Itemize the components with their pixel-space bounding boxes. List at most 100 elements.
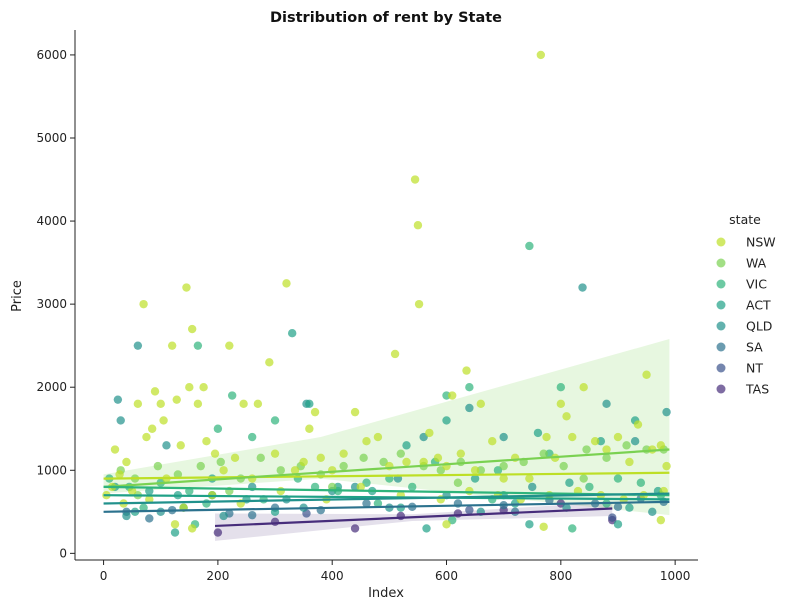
y-tick-label: 6000 xyxy=(36,48,67,62)
data-point xyxy=(193,399,203,409)
plot-area xyxy=(102,50,671,541)
data-point xyxy=(373,432,383,442)
legend-label-qld: QLD xyxy=(746,319,772,334)
data-point xyxy=(448,391,457,400)
data-point xyxy=(622,441,631,450)
data-point xyxy=(470,466,480,475)
data-point xyxy=(582,445,591,454)
data-point xyxy=(239,399,248,409)
data-point xyxy=(436,495,445,504)
data-point xyxy=(116,416,125,425)
data-point xyxy=(402,457,411,467)
data-point xyxy=(579,474,588,483)
data-point xyxy=(210,449,220,458)
data-point xyxy=(216,457,225,467)
data-point xyxy=(579,383,588,392)
data-point xyxy=(270,517,280,526)
data-point xyxy=(465,486,474,496)
data-point xyxy=(145,486,154,496)
data-point xyxy=(539,449,548,458)
data-point xyxy=(127,486,137,496)
series-wa xyxy=(116,441,668,500)
data-point xyxy=(456,457,466,467)
x-axis: 0 200 400 600 800 1000 xyxy=(75,559,698,583)
y-tick-label: 5000 xyxy=(36,131,67,145)
data-point xyxy=(110,445,120,454)
data-point xyxy=(556,399,566,409)
legend-marker-qld xyxy=(716,321,726,331)
data-point xyxy=(642,370,651,379)
data-point xyxy=(139,503,148,512)
data-point xyxy=(185,383,194,392)
data-point xyxy=(227,391,237,400)
legend-marker-vic xyxy=(716,279,726,289)
data-point xyxy=(373,499,383,508)
data-point xyxy=(173,470,183,479)
data-point xyxy=(525,241,534,251)
data-point xyxy=(147,424,157,433)
data-point xyxy=(608,513,617,522)
y-axis: 0 1000 2000 3000 4000 5000 6000 xyxy=(36,30,76,560)
chart-title: Distribution of rent by State xyxy=(270,10,502,26)
data-point xyxy=(113,395,123,404)
data-point xyxy=(625,503,634,512)
data-point xyxy=(162,441,171,450)
data-point xyxy=(578,283,587,292)
data-point xyxy=(465,505,474,515)
data-point xyxy=(410,175,420,184)
legend-label-sa: SA xyxy=(746,340,763,355)
confidence-band-wa xyxy=(103,339,670,516)
data-point xyxy=(362,499,371,508)
data-point xyxy=(199,383,208,392)
data-point xyxy=(559,461,568,471)
data-point xyxy=(282,279,291,288)
data-point xyxy=(122,511,131,521)
legend-marker-nt xyxy=(716,363,726,373)
data-point xyxy=(536,50,546,60)
data-point xyxy=(488,437,497,446)
data-point xyxy=(602,453,611,463)
data-point xyxy=(633,420,643,429)
x-axis-label: Index xyxy=(368,586,404,601)
data-point xyxy=(402,441,411,450)
trend-line-vic xyxy=(103,485,670,497)
data-point xyxy=(499,474,508,483)
data-point xyxy=(602,445,611,454)
x-tick-label: 0 xyxy=(100,569,108,583)
data-point xyxy=(465,383,474,392)
y-tick-label: 4000 xyxy=(36,214,67,228)
data-point xyxy=(419,457,428,467)
data-point xyxy=(562,412,571,421)
x-tick-label: 800 xyxy=(549,569,572,583)
data-point xyxy=(247,432,257,442)
data-point xyxy=(187,524,197,533)
data-point xyxy=(356,482,365,492)
data-point xyxy=(253,399,263,409)
data-point xyxy=(316,453,325,463)
data-point xyxy=(170,520,180,529)
trend-line-wa xyxy=(103,448,670,488)
data-point xyxy=(247,510,257,520)
trend-line-nsw xyxy=(103,471,670,480)
data-point xyxy=(528,482,537,492)
data-point xyxy=(176,441,185,450)
legend-marker-wa xyxy=(716,258,726,268)
data-point xyxy=(413,221,423,230)
data-point xyxy=(350,407,360,417)
data-point xyxy=(442,416,451,425)
data-point xyxy=(470,474,480,483)
data-point xyxy=(568,524,577,533)
data-point xyxy=(219,511,228,521)
data-point xyxy=(602,399,611,409)
data-point xyxy=(202,437,211,446)
data-point xyxy=(339,461,348,471)
legend-marker-tas xyxy=(716,384,726,394)
data-point xyxy=(422,524,431,533)
x-tick-label: 600 xyxy=(435,569,458,583)
data-point xyxy=(456,449,466,458)
data-point xyxy=(256,453,265,463)
legend-label-vic: VIC xyxy=(746,277,767,292)
data-point xyxy=(339,449,348,458)
data-point xyxy=(247,474,257,483)
data-point xyxy=(172,395,181,404)
